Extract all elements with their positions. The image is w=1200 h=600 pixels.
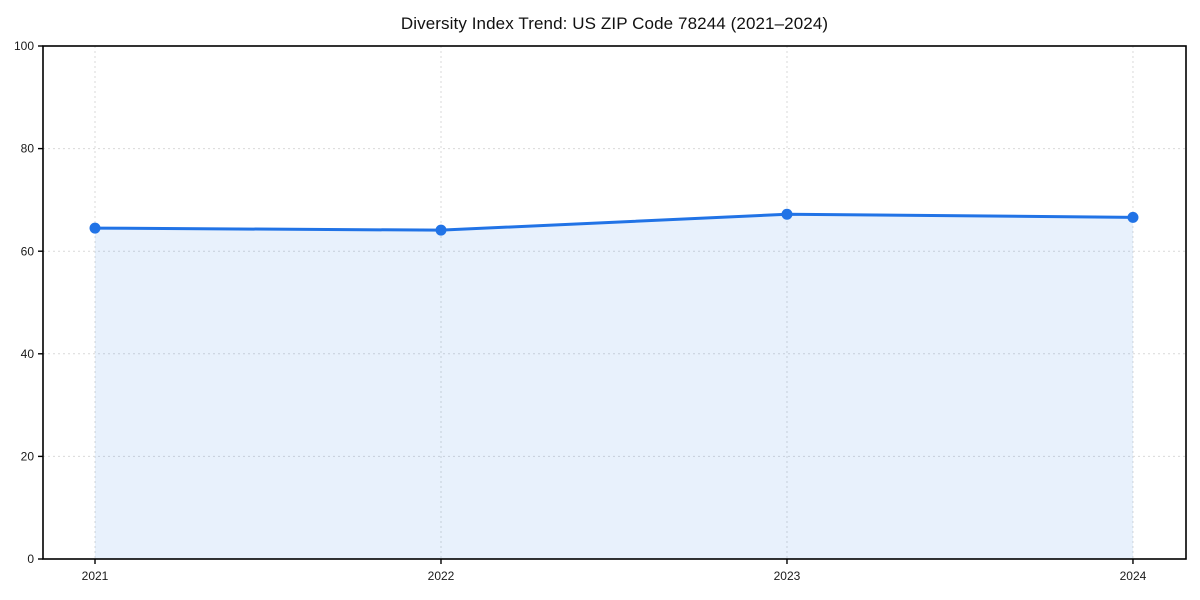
y-tick-label: 80 xyxy=(21,142,35,156)
y-tick-label: 60 xyxy=(21,244,35,258)
trend-line xyxy=(93,212,1135,232)
y-tick-label: 20 xyxy=(21,449,35,463)
data-point-marker xyxy=(781,208,793,220)
x-tick-label: 2021 xyxy=(82,569,109,583)
x-tick-label: 2024 xyxy=(1120,569,1147,583)
data-point-marker xyxy=(89,222,101,234)
y-tick-label: 100 xyxy=(14,39,34,53)
plot-border xyxy=(42,45,1187,560)
y-tick-label: 0 xyxy=(27,552,34,566)
x-tick-label: 2022 xyxy=(428,569,455,583)
area-fill xyxy=(95,214,1133,559)
chart-title: Diversity Index Trend: US ZIP Code 78244… xyxy=(400,14,829,33)
y-tick-label: 40 xyxy=(21,347,35,361)
x-tick-label: 2023 xyxy=(774,569,801,583)
data-point-marker xyxy=(1127,211,1139,223)
data-point-marker xyxy=(435,224,447,236)
